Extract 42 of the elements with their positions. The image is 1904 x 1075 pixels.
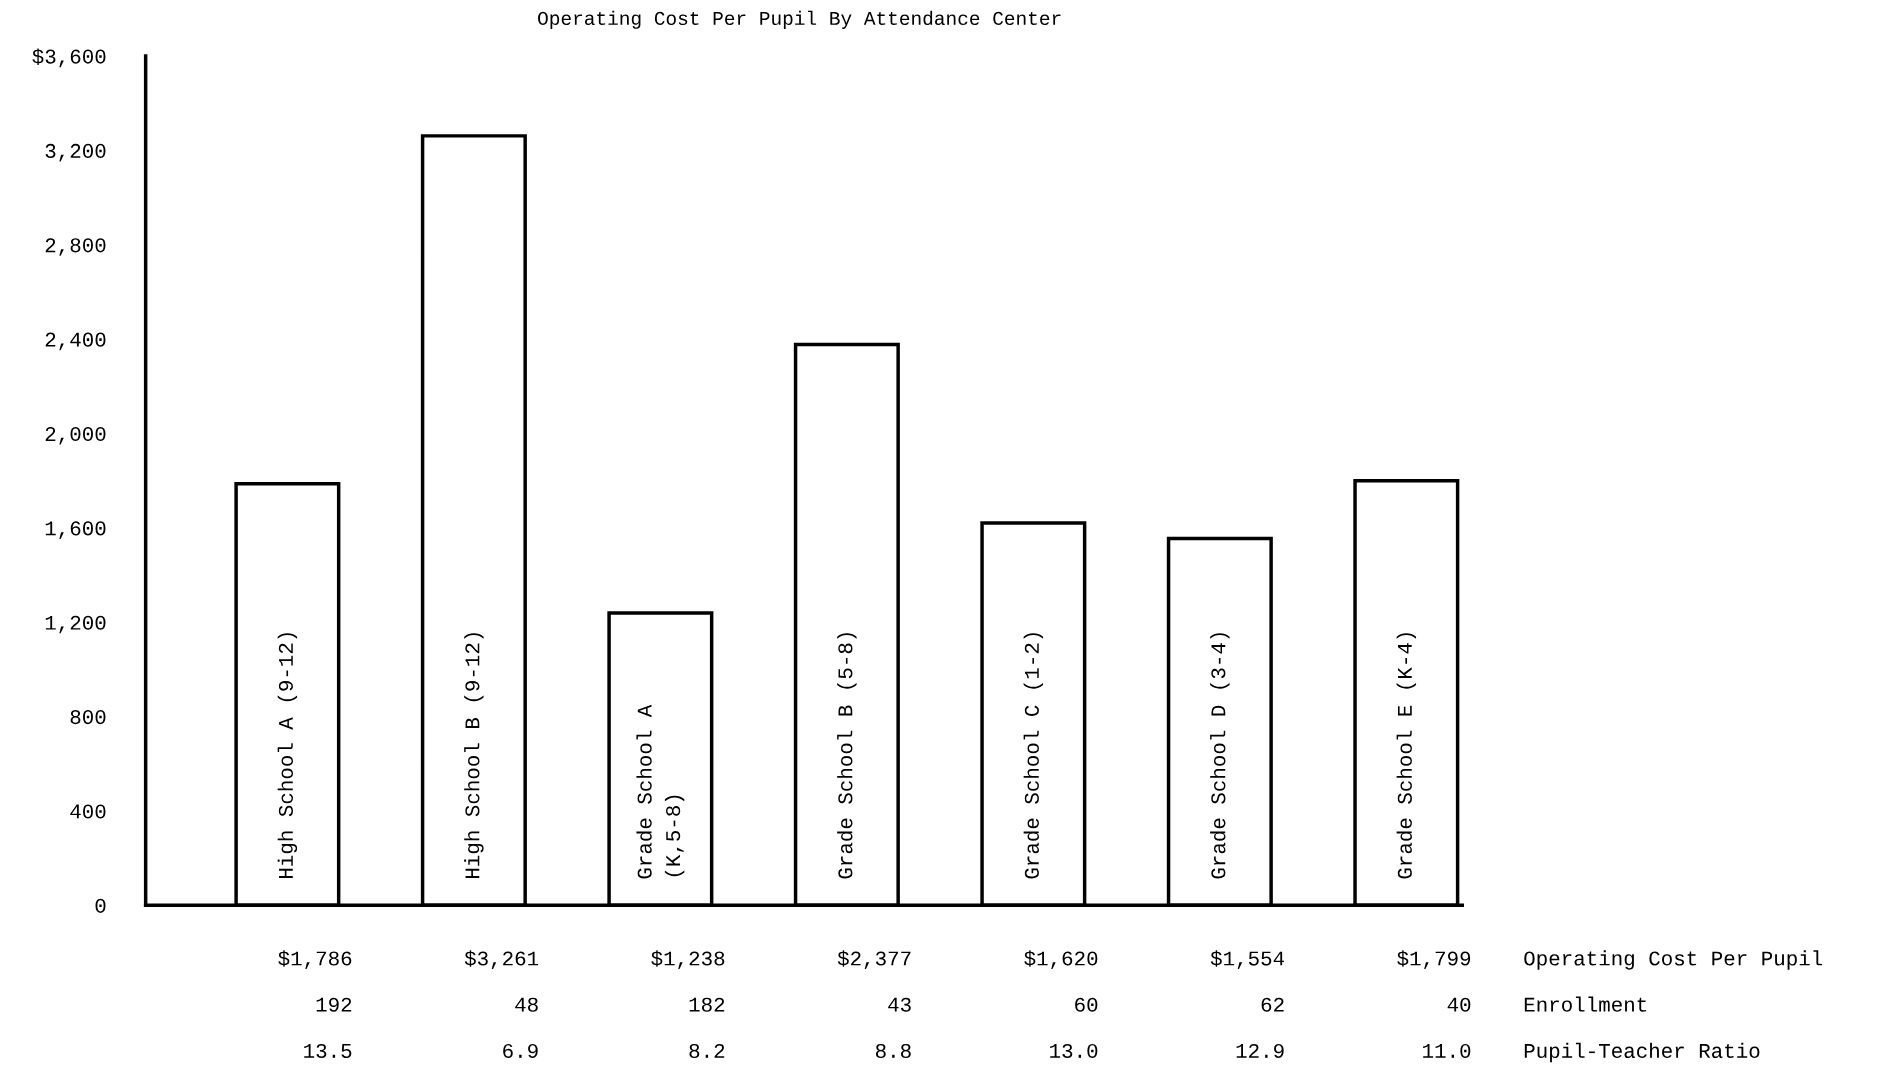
text: Enrollment <box>1524 996 1647 1012</box>
y-tick-label: 2,800 <box>45 238 106 256</box>
data-label: $1,799 <box>1397 950 1471 970</box>
x-tick-label: Grade School B (5-8) <box>837 633 857 879</box>
y-tick-label: 3,200 <box>45 143 106 162</box>
text: 192 <box>316 997 352 1012</box>
x-tick-label: Grade School A (K,5-8) <box>636 704 685 879</box>
text: 62 <box>1261 997 1284 1012</box>
text: 8.8 <box>875 1043 911 1059</box>
text: 13.5 <box>304 1043 352 1059</box>
x-tick-label: High School B (9-12) <box>464 633 484 879</box>
x-tick-label: Grade School D (3-4) <box>1210 633 1230 879</box>
chart-title: Operating Cost Per Pupil By Attendance Center <box>538 10 1061 29</box>
data-label: $2,377 <box>837 950 911 970</box>
text: 182 <box>689 997 725 1012</box>
x-tick-label: High School A (9-12) <box>277 633 298 879</box>
text: 40 <box>1447 997 1471 1012</box>
y-tick-label: 1,200 <box>45 615 106 634</box>
text: Pupil-Teacher Ratio <box>1524 1042 1760 1063</box>
y-tick-label: $3,600 <box>32 48 106 68</box>
data-label: $1,786 <box>278 950 352 970</box>
y-tick-label: 2,000 <box>45 426 106 445</box>
y-tick-label: 2,400 <box>45 332 106 351</box>
x-tick-label: Grade School E (K-4) <box>1396 633 1417 879</box>
data-label: $1,620 <box>1024 950 1098 970</box>
text: 60 <box>1075 997 1098 1012</box>
y-tick-label: 0 <box>95 898 106 913</box>
y-tick-label: 1,600 <box>45 521 106 539</box>
text: 12.9 <box>1236 1043 1284 1059</box>
x-tick-label: Grade School C (1-2) <box>1023 633 1044 879</box>
data-label: $1,238 <box>651 950 725 970</box>
text: Operating Cost Per Pupil <box>1524 950 1823 970</box>
text: 43 <box>888 997 911 1012</box>
data-label: $1,554 <box>1210 950 1285 970</box>
text: 13.0 <box>1050 1043 1098 1059</box>
text: 48 <box>515 997 538 1012</box>
y-tick-label: 400 <box>70 804 106 819</box>
text: 8.2 <box>689 1043 725 1059</box>
data-label: $3,261 <box>464 950 539 970</box>
text: 11.0 <box>1423 1043 1471 1059</box>
y-tick-label: 800 <box>70 710 106 725</box>
text: 6.9 <box>503 1043 538 1059</box>
